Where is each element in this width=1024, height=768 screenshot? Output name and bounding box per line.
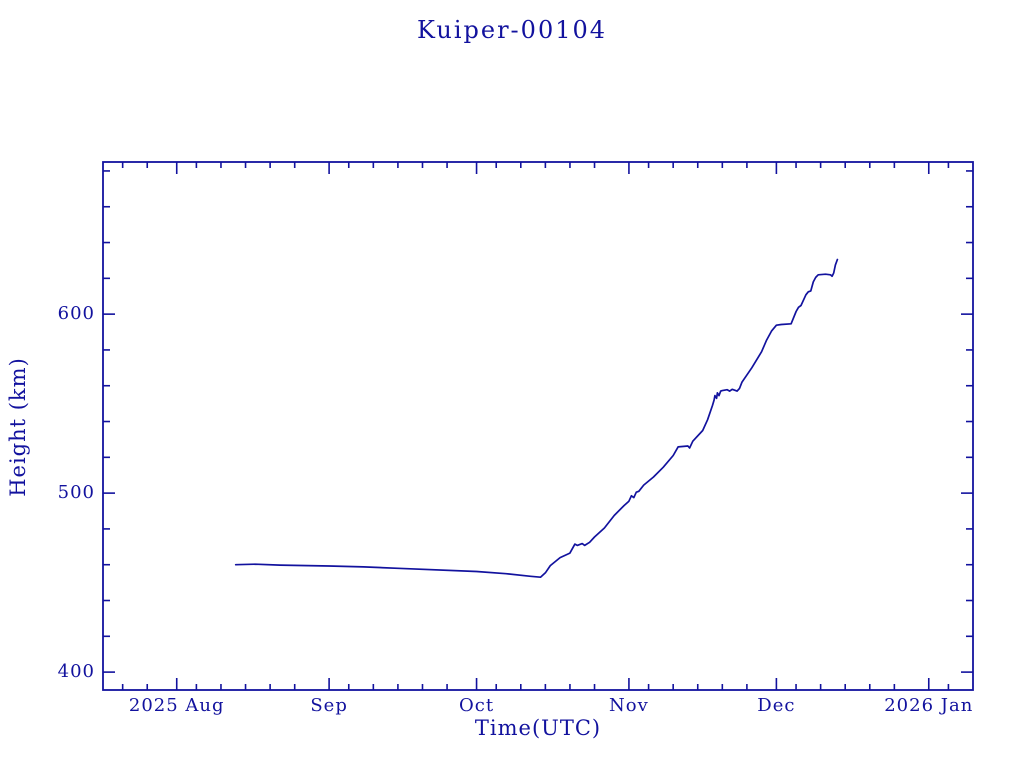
x-tick-label: 2026 Jan bbox=[884, 695, 974, 716]
chart-title: Kuiper-00104 bbox=[416, 16, 608, 44]
x-tick-label: Nov bbox=[609, 695, 649, 716]
x-tick-label: 2025 Aug bbox=[128, 695, 225, 716]
y-tick-label: 600 bbox=[57, 303, 95, 325]
data-line-orbit-height bbox=[234, 258, 839, 579]
y-tick-label: 500 bbox=[57, 482, 95, 504]
x-tick-label: Dec bbox=[757, 695, 796, 716]
plot-frame bbox=[102, 161, 974, 691]
x-tick-label: Sep bbox=[310, 695, 348, 716]
x-tick-label: Oct bbox=[459, 695, 495, 716]
y-tick-label: 400 bbox=[57, 661, 95, 683]
x-axis-label: Time(UTC) bbox=[474, 716, 602, 740]
